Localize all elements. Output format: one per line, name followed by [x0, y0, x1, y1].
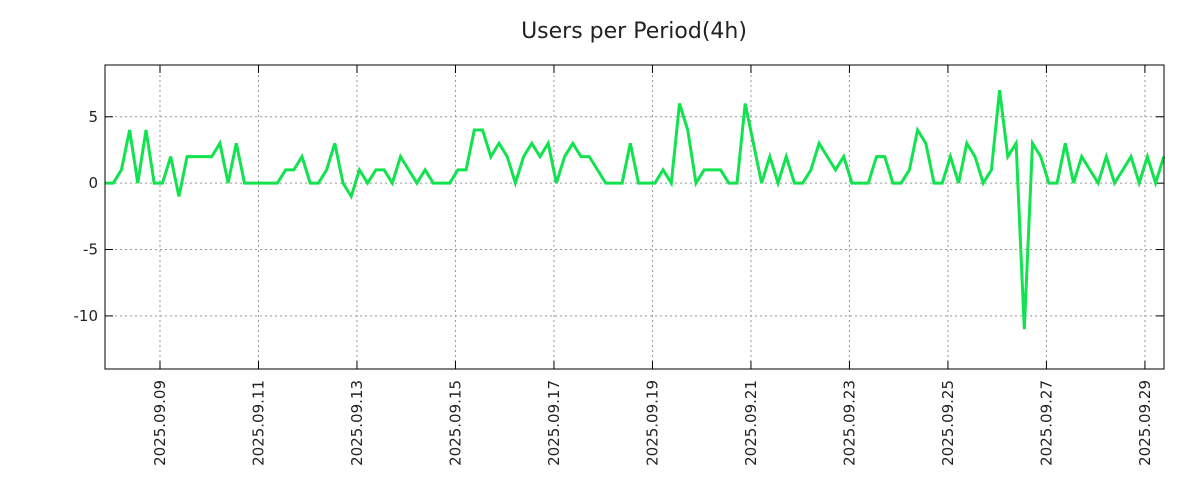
x-tick-label: 2025.09.19: [643, 380, 661, 466]
y-tick-label: 0: [88, 174, 98, 192]
y-tick-label: -10: [74, 307, 99, 325]
series-line-users: [105, 90, 1164, 329]
series-layer: [105, 90, 1164, 329]
x-tick-label: 2025.09.15: [446, 380, 464, 466]
x-tick-label: 2025.09.25: [939, 380, 957, 466]
y-tick-label: -5: [83, 241, 98, 259]
chart-title: Users per Period(4h): [521, 19, 747, 44]
plot-frame: [105, 65, 1164, 369]
x-tick-label: 2025.09.13: [348, 380, 366, 466]
x-tick-label: 2025.09.27: [1037, 380, 1055, 466]
x-tick-label: 2025.09.23: [840, 380, 858, 466]
axis-ticks: 5 0 -5 -10 2025.09.09 2025.09.11 2025.09.13 202…: [74, 65, 1165, 466]
grid: [105, 65, 1164, 369]
x-tick-label: 2025.09.17: [545, 380, 563, 466]
x-tick-label: 2025.09.09: [151, 380, 169, 466]
y-tick-label: 5: [88, 108, 98, 126]
x-tick-label: 2025.09.21: [742, 380, 760, 466]
x-tick-label: 2025.09.29: [1136, 380, 1154, 466]
x-tick-label: 2025.09.11: [249, 380, 267, 466]
